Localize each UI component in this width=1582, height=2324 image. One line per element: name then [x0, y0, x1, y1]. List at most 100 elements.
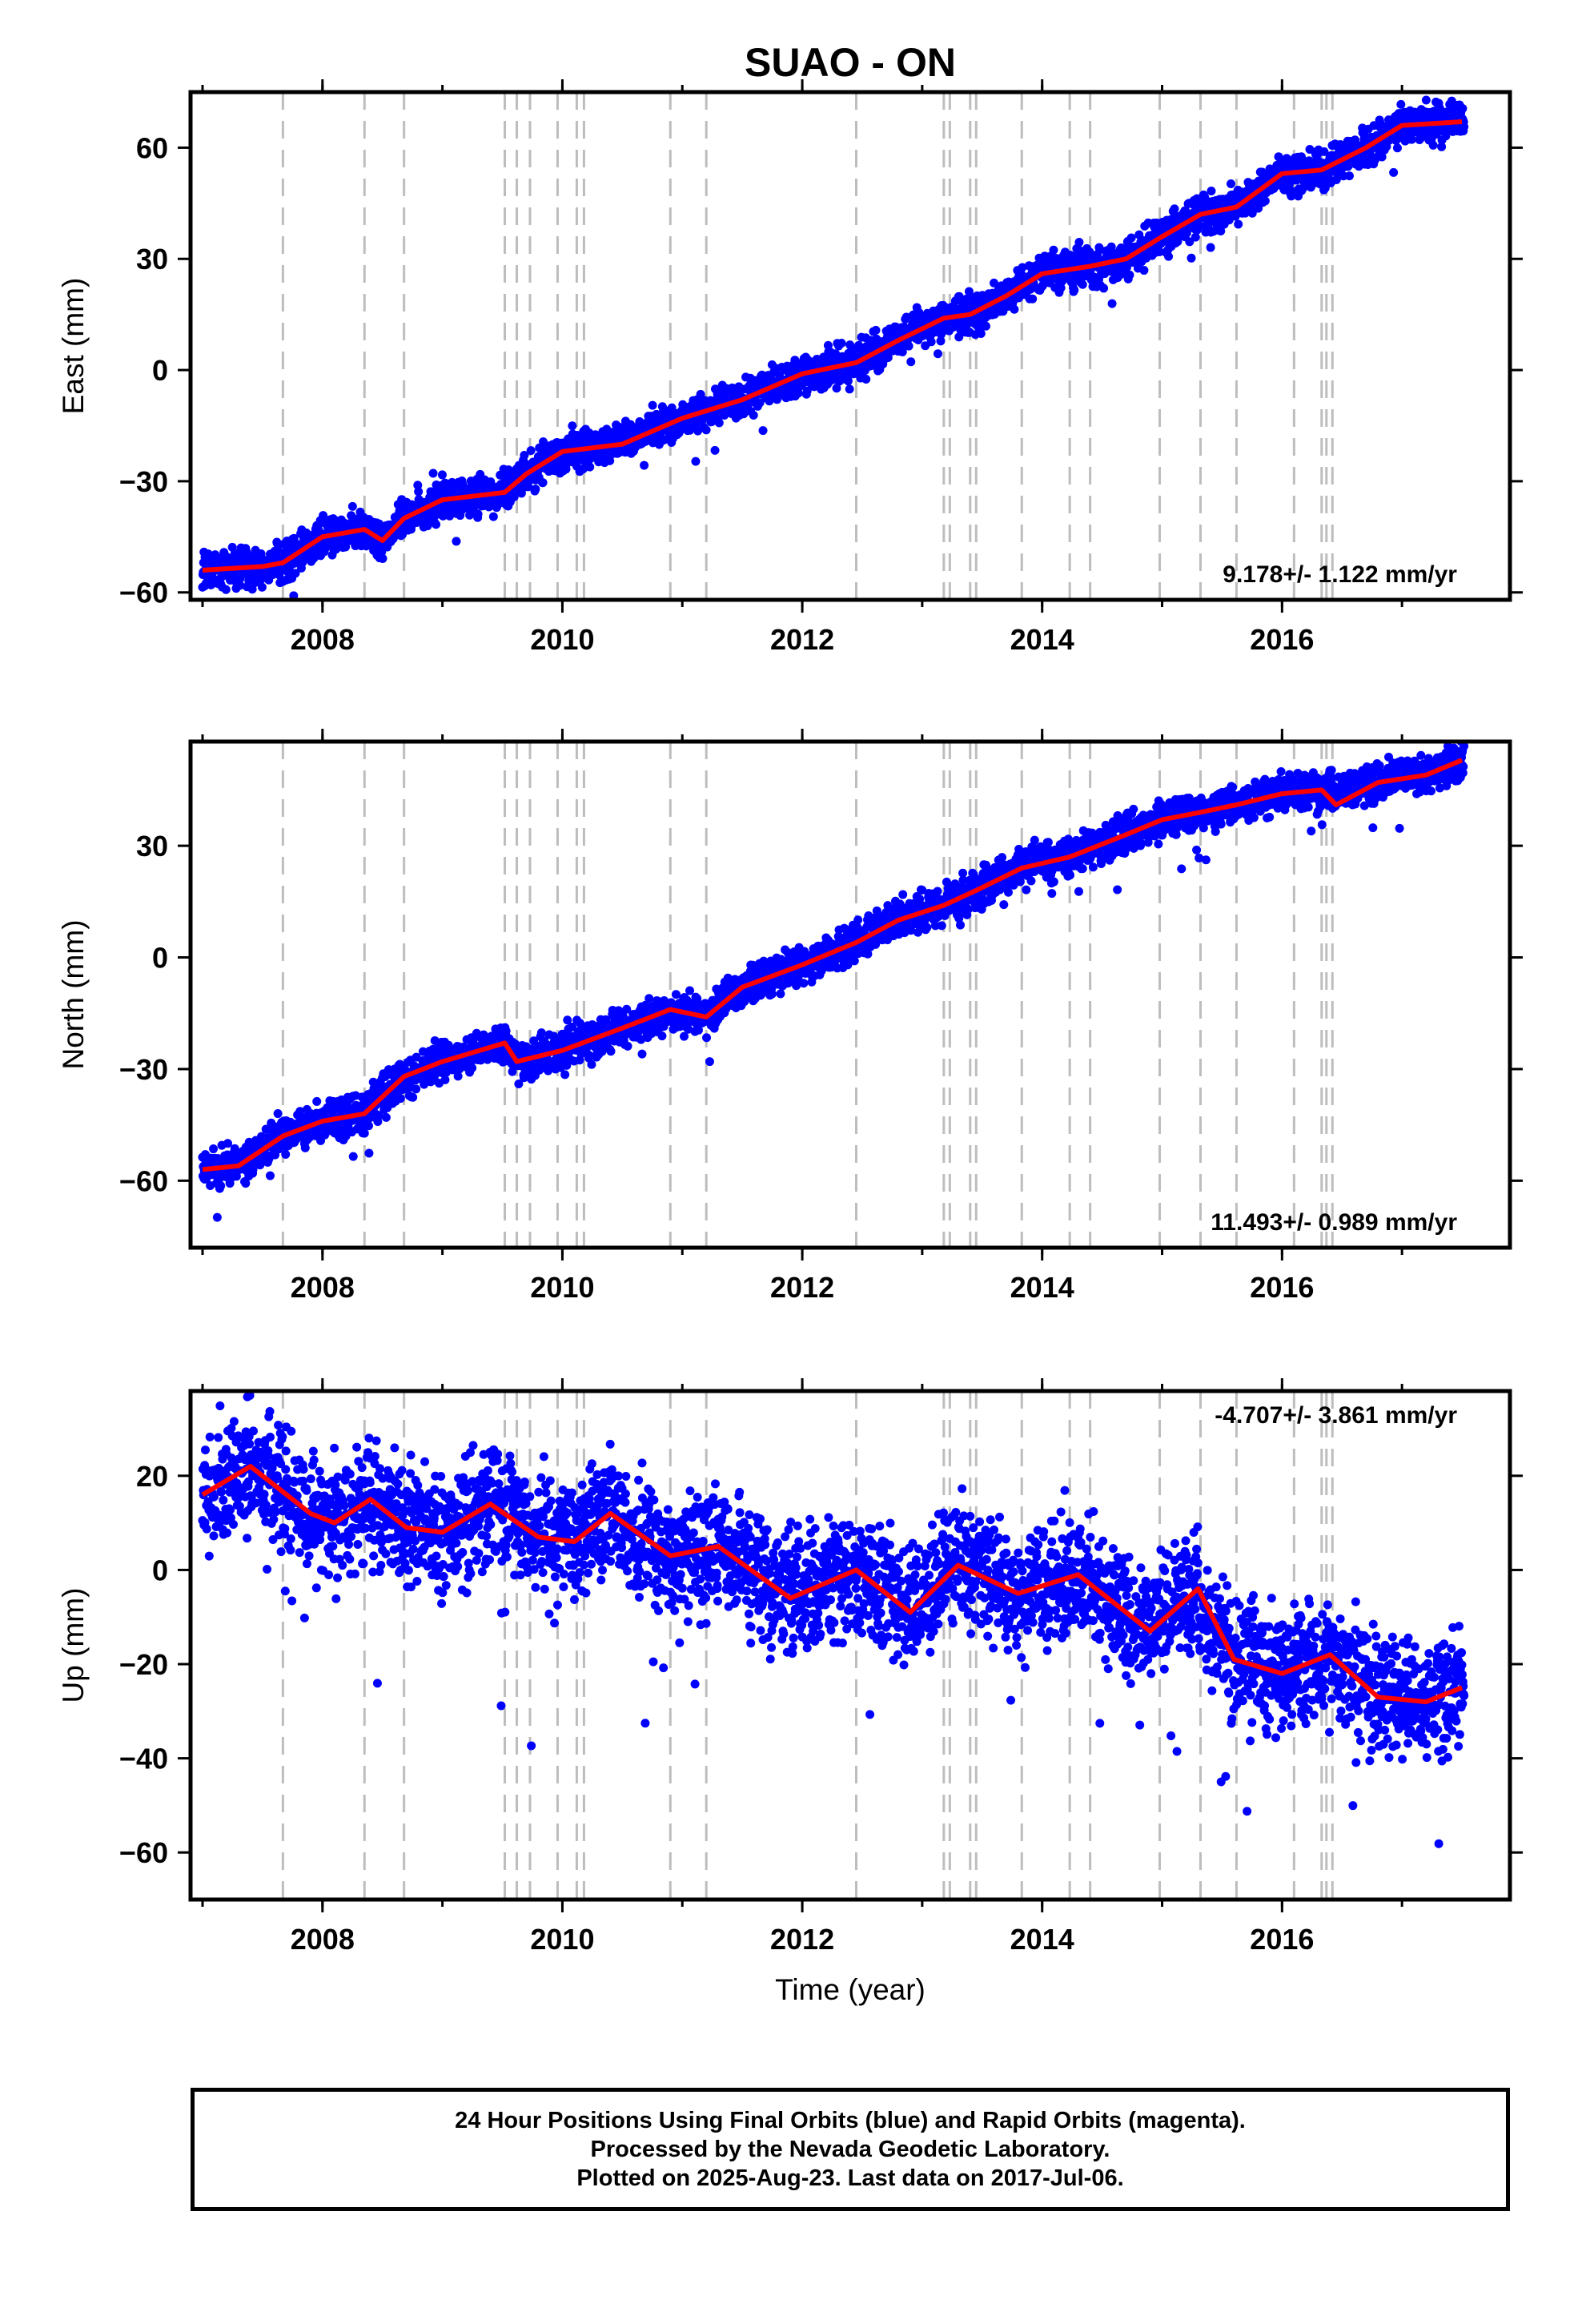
position-dot	[289, 533, 299, 543]
position-dots	[198, 95, 1469, 600]
position-dot	[331, 545, 341, 554]
position-dot	[1107, 299, 1117, 308]
position-dot	[691, 456, 701, 466]
x-tick-label: 2008	[291, 623, 355, 656]
position-dot	[710, 445, 720, 455]
position-dot	[644, 994, 654, 1003]
position-dot	[300, 1143, 310, 1152]
position-dot	[221, 585, 231, 594]
position-dot	[1319, 147, 1329, 156]
position-dot	[1428, 140, 1438, 150]
position-dot	[845, 340, 855, 350]
position-dot	[1099, 283, 1109, 293]
position-dot	[749, 410, 758, 420]
position-dot	[933, 349, 942, 359]
position-dot	[1320, 183, 1330, 193]
position-dot	[981, 321, 990, 331]
position-dot	[381, 1112, 391, 1122]
position-dot	[568, 421, 577, 431]
position-dot	[1078, 279, 1087, 289]
position-dot	[1207, 187, 1216, 196]
position-dot	[1460, 122, 1469, 131]
y-tick-label: 0	[152, 354, 168, 387]
position-dot	[1186, 253, 1196, 263]
position-dot	[1287, 186, 1296, 195]
position-dot	[926, 337, 936, 347]
position-dot	[1331, 175, 1341, 184]
position-dot	[289, 591, 299, 600]
position-dot	[348, 1152, 358, 1161]
position-dot	[1458, 103, 1468, 113]
position-dot	[309, 553, 319, 563]
position-dot	[832, 384, 841, 393]
position-dot	[831, 349, 841, 359]
position-dot	[1396, 99, 1406, 109]
position-dot	[936, 336, 946, 346]
position-dot	[235, 581, 245, 590]
position-dot	[1437, 142, 1447, 151]
position-dot	[1389, 167, 1399, 177]
position-dot	[1154, 247, 1164, 256]
position-dot	[1195, 221, 1205, 231]
position-dot	[714, 418, 724, 428]
position-dot	[1192, 194, 1202, 203]
position-dot	[501, 1026, 511, 1035]
position-dot	[1164, 251, 1174, 261]
position-dot	[904, 341, 913, 351]
position-dot	[364, 1148, 374, 1158]
position-dot	[758, 426, 768, 436]
y-tick-label: 60	[136, 131, 168, 164]
position-dot	[976, 329, 986, 339]
position-dot	[906, 357, 916, 367]
position-dot	[378, 553, 387, 563]
position-dot	[837, 339, 846, 348]
position-dot	[990, 278, 999, 287]
position-dot	[203, 549, 213, 559]
position-dot	[473, 509, 483, 519]
y-tick-label: −30	[119, 465, 168, 498]
position-dot	[209, 1144, 219, 1154]
position-dot	[640, 460, 649, 470]
position-dot	[578, 464, 588, 474]
position-dot	[802, 386, 812, 396]
position-dot	[291, 569, 300, 578]
position-dot	[584, 1051, 594, 1060]
position-dot	[1170, 204, 1179, 214]
position-dot	[793, 388, 803, 398]
position-dot	[861, 374, 871, 384]
position-dot	[585, 462, 595, 472]
position-dot	[437, 470, 447, 480]
position-dot	[1260, 196, 1270, 206]
position-dot	[1407, 135, 1416, 144]
y-axis-label-east: East (mm)	[57, 278, 90, 415]
position-dot	[1122, 263, 1131, 272]
position-dot	[1392, 143, 1402, 153]
chart-title: SUAO - ON	[745, 40, 956, 85]
position-dot	[468, 1063, 477, 1073]
position-dot	[413, 480, 423, 490]
position-dot	[273, 1109, 283, 1119]
event-lines	[281, 92, 1334, 600]
position-dot	[623, 1041, 632, 1051]
position-dot	[560, 1070, 570, 1080]
position-dot	[216, 1181, 226, 1191]
position-dot	[637, 1049, 647, 1059]
x-tick-label: 2016	[1250, 623, 1314, 656]
position-dot	[561, 460, 571, 469]
panel-frame	[188, 90, 1512, 602]
position-dot	[1018, 263, 1027, 272]
position-dot	[408, 1092, 418, 1102]
model-fit-line	[202, 119, 1463, 573]
position-dot	[272, 539, 282, 549]
position-dots	[198, 742, 1469, 1222]
position-dot	[1305, 145, 1315, 155]
position-dot	[1028, 294, 1038, 304]
position-dot	[488, 512, 498, 521]
position-dot	[223, 1139, 233, 1148]
position-dot	[1125, 270, 1134, 279]
position-dot	[1182, 228, 1191, 238]
x-tick-label: 2012	[770, 623, 834, 656]
position-dot	[606, 1047, 616, 1056]
